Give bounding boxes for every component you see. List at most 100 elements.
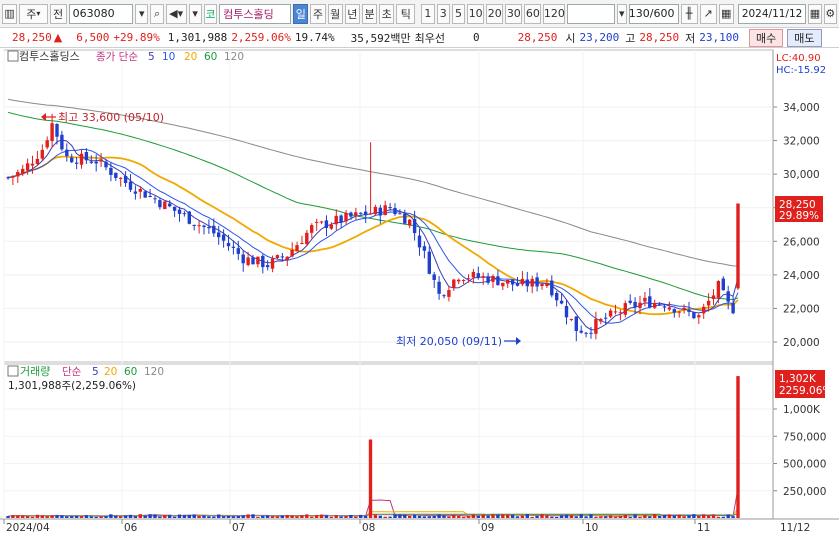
candle-body [550, 280, 554, 296]
candle-body [447, 290, 451, 297]
code-dropdown-icon[interactable]: ▾ [135, 3, 149, 24]
grid-icon[interactable]: ▦ [718, 3, 734, 24]
volume-bar [599, 516, 603, 518]
period-day[interactable]: 일 [293, 3, 309, 24]
quote-last: 28,250 [517, 31, 558, 44]
quote-price: 28,250 [12, 31, 52, 44]
volume-bar [344, 516, 348, 518]
volume-bar [74, 515, 79, 518]
search-icon[interactable]: ⌕ [150, 3, 164, 24]
candle-body [50, 123, 54, 142]
mode-select[interactable]: ▾ [188, 3, 202, 24]
volume-bar [623, 515, 627, 518]
interval-20[interactable]: 20 [486, 3, 504, 24]
sell-button[interactable]: 매도 [787, 28, 822, 47]
period-tick[interactable]: 틱 [396, 3, 416, 24]
candle-body [177, 209, 182, 214]
interval-10[interactable]: 10 [467, 3, 485, 24]
type-select[interactable]: 주 ▾ [19, 3, 48, 24]
candle-body [143, 191, 147, 198]
volume-bar [682, 516, 686, 518]
candle-body [648, 296, 652, 308]
period-week[interactable]: 주 [310, 3, 326, 24]
volume-bar [182, 515, 187, 518]
quote-volume-pct: 2,259.06% [231, 31, 291, 44]
volume-bar [261, 515, 265, 518]
volume-bar [21, 515, 25, 518]
interval-60[interactable]: 60 [524, 3, 542, 24]
volume-bar [457, 516, 461, 518]
pane-menu-icon[interactable] [7, 50, 19, 62]
volume-bar [84, 515, 89, 518]
volume-pane-menu-icon[interactable] [7, 365, 19, 377]
hc-label: HC:-15.92 [776, 65, 826, 76]
volume-bar [339, 516, 343, 518]
interval-3[interactable]: 3 [436, 3, 450, 24]
volume-bar [501, 514, 505, 518]
calendar-icon[interactable]: ▦ [808, 3, 822, 24]
price-tick-label: 22,000 [783, 303, 820, 315]
candle-icon[interactable]: ╫ [680, 3, 698, 24]
candle-body [25, 163, 30, 171]
legend-ma120: 120 [224, 51, 244, 63]
stock-name-field[interactable]: 컴투스홀딩 [219, 3, 292, 24]
gear-icon[interactable]: ⚙ [823, 3, 837, 24]
last-price-pct: 29.89% [779, 210, 819, 222]
buy-button[interactable]: 매수 [749, 28, 784, 47]
candle-body [246, 257, 250, 265]
candle-body [657, 304, 662, 306]
period-month[interactable]: 월 [327, 3, 343, 24]
volume-tick-label: 500,000 [783, 459, 826, 471]
date-input[interactable]: 2024/11/12 [737, 3, 807, 24]
candle-body [466, 278, 471, 280]
period-year[interactable]: 년 [344, 3, 360, 24]
interval-120[interactable]: 120 [543, 3, 566, 24]
volume-bar [40, 515, 44, 518]
interval-30[interactable]: 30 [505, 3, 523, 24]
candle-body [574, 316, 578, 331]
volume-bar [55, 515, 59, 518]
candle-body [295, 245, 299, 252]
candle-body [236, 248, 240, 254]
volume-bar [177, 514, 182, 518]
interval-5[interactable]: 5 [451, 3, 466, 24]
candle-body [65, 149, 69, 157]
draw-icon[interactable]: ↗ [699, 3, 717, 24]
candle-body [339, 215, 343, 223]
period-second[interactable]: 초 [379, 3, 395, 24]
volume-bar [672, 515, 676, 518]
volume-bar [550, 516, 554, 518]
candle-body [70, 157, 74, 163]
x-tick-label: 09 [481, 522, 494, 534]
volume-bar [128, 514, 133, 518]
quote-high-label: 고 [625, 31, 636, 45]
volume-bar [471, 514, 476, 518]
volume-bar [692, 514, 696, 518]
candle-body [290, 249, 294, 257]
speaker-icon[interactable]: ◀▾ [165, 3, 187, 24]
custom-interval-input[interactable] [567, 3, 615, 24]
volume-bar [378, 515, 382, 518]
custom-interval-dropdown-icon[interactable]: ▾ [616, 3, 627, 24]
volume-bar [319, 514, 324, 518]
layout-icon[interactable]: ▥ [2, 3, 18, 24]
volume-bar [280, 515, 284, 518]
period-minute[interactable]: 분 [361, 3, 378, 24]
volume-pane-title: 거래량 [20, 365, 50, 378]
candle-body [197, 225, 201, 227]
count-input[interactable]: 130/600 [628, 3, 679, 24]
interval-1[interactable]: 1 [421, 3, 435, 24]
volume-bar [25, 516, 30, 518]
candle-body [711, 295, 716, 299]
candle-body [280, 256, 284, 258]
volume-bar [476, 515, 480, 518]
candle-body [89, 161, 93, 163]
volume-bar [662, 514, 667, 518]
candle-body [594, 319, 598, 334]
code-input[interactable]: 063080 [68, 3, 134, 24]
candle-body [305, 232, 309, 245]
candle-body [310, 225, 314, 233]
prev-button[interactable]: 전 [49, 3, 67, 24]
candle-body [55, 124, 59, 137]
stock-chart[interactable]: 34,00032,00030,00028,00026,00024,00022,0… [0, 49, 839, 541]
